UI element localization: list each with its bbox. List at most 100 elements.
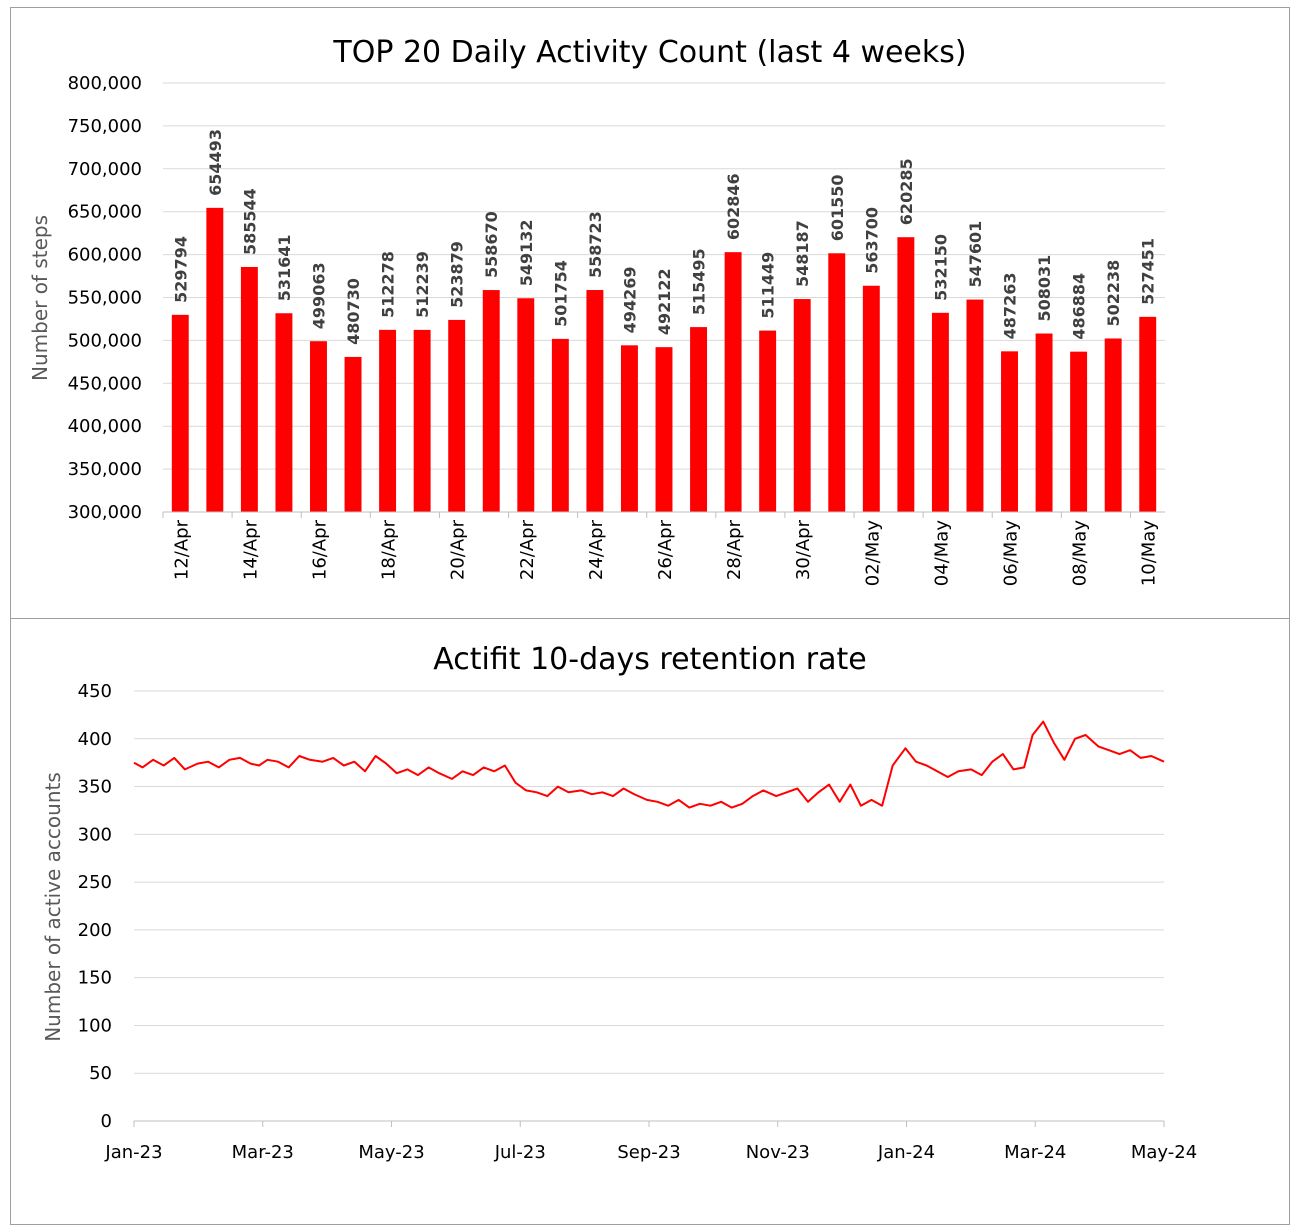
bar-chart-bars	[171, 207, 1157, 513]
line-chart-x-tick-label: Mar-24	[1004, 1142, 1066, 1163]
line-chart-y-tick-label: 50	[89, 1063, 112, 1084]
bar-chart-y-tick-label: 400,000	[68, 416, 142, 437]
bar-data-label: 620285	[897, 158, 916, 225]
bar-chart-y-axis-title: Number of steps	[28, 215, 52, 381]
bar	[1139, 316, 1157, 512]
bar-data-label: 512278	[379, 251, 398, 318]
bar	[413, 329, 431, 512]
bar-data-label: 549132	[517, 219, 536, 286]
bar-data-label: 486884	[1070, 273, 1089, 340]
bar	[1104, 338, 1122, 512]
bar-chart-y-tick-label: 500,000	[68, 330, 142, 351]
bar-chart-x-tick-label: 20/Apr	[448, 519, 469, 580]
bar-data-label: 527451	[1139, 238, 1158, 305]
bar-chart-y-tick-label: 600,000	[68, 245, 142, 266]
line-chart-y-tick-label: 150	[78, 968, 112, 989]
bar	[793, 299, 811, 512]
bar	[655, 347, 673, 512]
bar-data-label: 532150	[931, 234, 950, 301]
line-chart-y-ticks: 0 50 100 150 200 250 300 350 400 450	[78, 681, 112, 1132]
line-chart-x-tick-label: Jan-24	[877, 1142, 935, 1163]
line-chart-x-tick-label: May-24	[1131, 1142, 1197, 1163]
line-chart-gridlines	[134, 690, 1164, 1074]
bar-chart-y-tick-label: 450,000	[68, 373, 142, 394]
line-chart-series	[133, 720, 1165, 809]
line-chart-title: Actifit 10-days retention rate	[433, 642, 866, 677]
line-chart-x-tick-label: Mar-23	[232, 1142, 294, 1163]
bar-data-label: 531641	[275, 234, 294, 301]
line-chart-x-tick-label: Nov-23	[746, 1142, 810, 1163]
bar-chart-x-axis: 12/Apr 14/Apr 16/Apr 18/Apr 20/Apr 22/Apr 24/A…	[162, 511, 1165, 587]
bar-chart-x-tick-label: 06/May	[1001, 520, 1022, 587]
bar-data-label: 548187	[793, 220, 812, 287]
bar	[310, 341, 327, 512]
line-chart-y-axis-title: Number of active accounts	[41, 772, 65, 1042]
bar-chart-x-tick-label: 04/May	[931, 520, 952, 587]
bar-chart: TOP 20 Daily Activity Count (last 4 week…	[28, 35, 1165, 586]
bar-data-label: 515495	[690, 248, 709, 315]
bar	[897, 237, 915, 512]
bar	[379, 329, 397, 512]
line-chart-y-tick-label: 350	[78, 777, 112, 798]
line-chart-x-axis: Jan-23 Mar-23 May-23 Jul-23 Sep-23 Nov-23 Jan-…	[104, 1120, 1197, 1163]
bar	[862, 285, 880, 512]
retention-rate-line	[133, 720, 1165, 809]
bar-data-label: 558723	[586, 211, 605, 278]
bar-data-label: 501754	[551, 260, 570, 327]
bar	[448, 319, 466, 512]
bar-chart-x-tick-label: 12/Apr	[171, 519, 192, 580]
bar	[517, 298, 535, 512]
bar	[1035, 333, 1053, 512]
bar-data-label: 494269	[620, 267, 639, 334]
bar-data-label: 502238	[1104, 260, 1123, 327]
bar-chart-x-tick-label: 18/Apr	[379, 519, 400, 580]
bar-data-label: 487263	[1001, 273, 1020, 340]
line-chart-x-tick-label: Jan-23	[104, 1142, 162, 1163]
bar	[275, 313, 293, 512]
bar-data-label: 492122	[655, 268, 674, 335]
line-chart: Actifit 10-days retention rate Number of…	[41, 642, 1197, 1163]
line-chart-x-tick-label: May-23	[358, 1142, 424, 1163]
line-chart-y-tick-label: 200	[78, 920, 112, 941]
bar	[759, 330, 777, 512]
bar-chart-x-tick-label: 16/Apr	[309, 519, 330, 580]
bar	[1070, 351, 1088, 512]
bar-data-label: 523879	[448, 241, 467, 308]
bar-chart-x-tick-label: 22/Apr	[517, 519, 538, 580]
bar-data-label: 511449	[759, 252, 778, 319]
bar-chart-x-tick-label: 14/Apr	[240, 519, 261, 580]
bar-chart-data-labels: 529794 654493 585544 531641 499063 480730 5122…	[171, 129, 1157, 345]
bar-data-label: 529794	[171, 236, 190, 303]
bar-chart-y-tick-label: 700,000	[68, 159, 142, 180]
bar-data-label: 508031	[1035, 255, 1054, 322]
line-chart-y-tick-label: 300	[78, 824, 112, 845]
line-chart-x-tick-label: Sep-23	[617, 1142, 680, 1163]
bar	[966, 299, 984, 512]
bar-chart-x-tick-label: 26/Apr	[655, 519, 676, 580]
bar	[344, 356, 362, 512]
bar	[690, 327, 708, 512]
bar	[724, 252, 742, 512]
bar-data-label: 558670	[482, 211, 501, 278]
bar-data-label: 654493	[206, 129, 225, 196]
bar-chart-y-tick-label: 550,000	[68, 288, 142, 309]
line-chart-y-tick-label: 100	[78, 1015, 112, 1036]
bar-data-label: 499063	[309, 262, 328, 329]
bar-chart-y-tick-label: 650,000	[68, 202, 142, 223]
bar-chart-y-tick-label: 350,000	[68, 459, 142, 480]
bar	[620, 345, 638, 512]
bar-chart-y-tick-label: 750,000	[68, 116, 142, 137]
bar-chart-y-tick-label: 800,000	[68, 73, 142, 94]
bar-chart-x-tick-label: 10/May	[1139, 520, 1160, 587]
bar-chart-x-tick-label: 28/Apr	[724, 519, 745, 580]
bar-data-label: 480730	[344, 278, 363, 345]
bar-data-label: 563700	[862, 207, 881, 274]
line-chart-y-tick-label: 400	[78, 729, 112, 750]
bar-chart-x-tick-label: 24/Apr	[586, 519, 607, 580]
bar	[1001, 351, 1018, 512]
bar-chart-x-tick-label: 02/May	[862, 520, 883, 587]
line-chart-y-tick-label: 250	[78, 872, 112, 893]
bar	[931, 312, 949, 512]
bar	[206, 207, 224, 512]
